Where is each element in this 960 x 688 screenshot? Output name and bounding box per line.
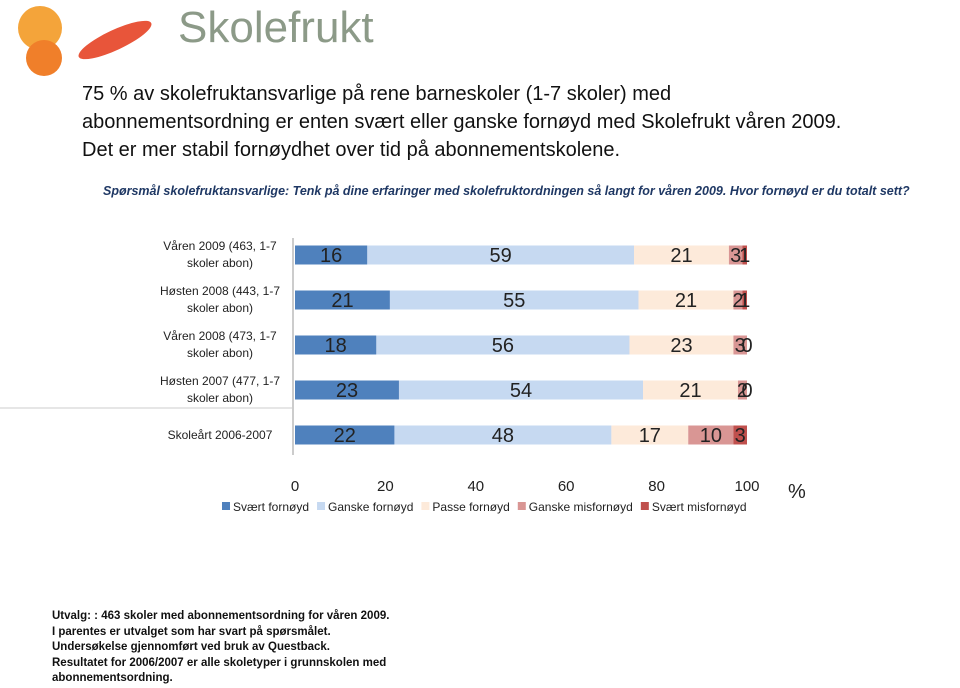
bar-segment	[611, 425, 689, 445]
logo-text: Skolefrukt	[178, 3, 374, 52]
bar-segment	[376, 335, 630, 355]
value-label: 21	[675, 290, 697, 312]
headline: Det er mer stabil fornøydhet over tid på…	[82, 139, 621, 161]
logo-fruit	[18, 6, 62, 50]
category-label: Våren 2009 (463, 1-7 skoler abon)	[163, 239, 277, 270]
legend-swatch	[421, 502, 430, 510]
logo-fruit	[26, 40, 62, 76]
value-label: 0	[741, 335, 752, 357]
category-label: Høsten 2007 (477, 1-7 skoler abon)	[159, 374, 281, 405]
bar-segment	[398, 380, 644, 400]
legend-label: Svært misfornøyd	[652, 500, 747, 514]
bar-segment	[733, 290, 743, 310]
x-tick-label: 80	[648, 478, 665, 495]
value-label: 55	[503, 290, 525, 312]
value-label: 54	[510, 380, 532, 402]
bar-segment	[295, 425, 395, 445]
legend-swatch	[640, 502, 649, 510]
x-tick-label: 60	[558, 478, 575, 495]
footnote: Resultatet for 2006/2007 er alle skolety…	[52, 656, 387, 685]
logo-fruit	[78, 20, 152, 60]
bar-segment	[733, 335, 747, 355]
bar-segment	[629, 335, 734, 355]
value-label: 17	[639, 425, 661, 447]
bar-segment	[737, 380, 747, 400]
footnote: I parentes er utvalget som har svart på …	[52, 625, 331, 638]
value-label: 18	[325, 335, 347, 357]
value-label: 23	[336, 380, 358, 402]
question: Spørsmål skolefruktansvarlige: Tenk på d…	[103, 184, 910, 198]
legend-label: Svært fornøyd	[233, 500, 309, 514]
value-label: 1	[739, 245, 750, 267]
value-label: 10	[700, 425, 722, 447]
bar-segment	[688, 425, 734, 445]
bar-segment	[295, 290, 390, 310]
category-label: Skoleårt 2006-2007	[167, 427, 273, 442]
bar-segment	[389, 290, 639, 310]
bar-segment	[634, 245, 729, 265]
value-label: 3	[735, 425, 746, 447]
value-label: 16	[320, 245, 342, 267]
legend-label: Ganske misfornøyd	[529, 500, 633, 514]
headline: 75 % av skolefruktansvarlige på rene bar…	[82, 83, 672, 105]
bar-segment	[295, 380, 399, 400]
bar-segment	[643, 380, 738, 400]
bar-segment	[728, 245, 743, 265]
bar-segment	[295, 245, 368, 265]
value-label: 21	[670, 245, 692, 267]
footnote: Undersøkelse gjennomført ved bruk av Que…	[52, 641, 330, 653]
footnote: Utvalg: : 463 skoler med abonnementsordn…	[52, 610, 390, 622]
bar-segment	[394, 425, 612, 445]
x-tick-label: 20	[377, 478, 394, 495]
legend-label: Passe fornøyd	[432, 500, 509, 514]
value-label: 59	[490, 245, 512, 267]
bar-segment	[742, 245, 747, 265]
x-tick-label: 40	[467, 478, 484, 495]
value-label: 21	[679, 380, 701, 402]
value-label: 3	[735, 335, 746, 357]
headline: abonnementsordning er enten svært eller …	[82, 111, 842, 133]
value-label: 22	[334, 425, 356, 447]
bar-segment	[733, 425, 747, 445]
x-unit-label: %	[788, 481, 806, 503]
legend-swatch	[517, 502, 526, 510]
value-label: 3	[730, 245, 741, 267]
bar-segment	[742, 290, 747, 310]
value-label: 56	[492, 335, 514, 357]
value-label: 48	[492, 425, 514, 447]
legend-swatch	[317, 502, 326, 510]
category-label: Høsten 2008 (443, 1-7 skoler abon)	[159, 284, 281, 315]
legend-swatch	[222, 502, 230, 510]
value-label: 1	[739, 290, 750, 312]
x-tick-label: 100	[734, 478, 759, 495]
value-label: 21	[331, 290, 353, 312]
value-label: 2	[737, 380, 748, 402]
bar-segment	[367, 245, 634, 265]
bar-segment	[638, 290, 734, 310]
bar-segment	[295, 335, 377, 355]
value-label: 23	[670, 335, 692, 357]
x-tick-label: 0	[291, 478, 299, 495]
category-label: Våren 2008 (473, 1-7 skoler abon)	[163, 329, 277, 360]
value-label: 0	[741, 380, 752, 402]
value-label: 2	[732, 290, 743, 312]
legend-label: Ganske fornøyd	[328, 500, 413, 514]
